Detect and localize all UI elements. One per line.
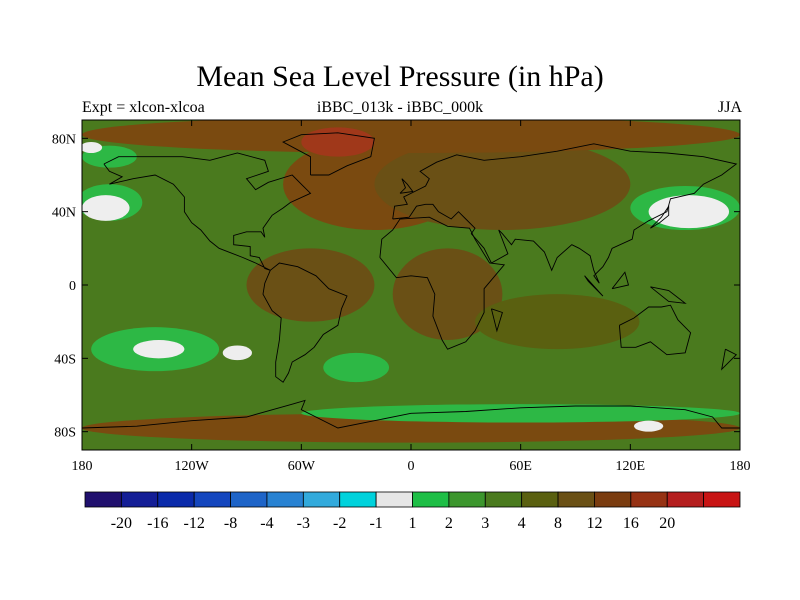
- coastline: [399, 178, 414, 194]
- colorbar-box: [84, 491, 122, 508]
- coastline: [103, 152, 312, 271]
- lat-tick-label: 80N: [52, 132, 76, 147]
- lat-tick-label: 40N: [52, 206, 76, 221]
- colorbar-box: [193, 491, 231, 508]
- lon-tick-label: 120E: [616, 459, 646, 474]
- colorbar-box: [157, 491, 195, 508]
- colorbar-box: [302, 491, 341, 508]
- colorbar-box: [448, 491, 486, 508]
- region-arctic-high: [82, 120, 740, 153]
- lat-tick-label: 80S: [54, 426, 76, 441]
- colorbar-label: -20: [111, 515, 132, 532]
- colorbar-box: [339, 491, 377, 508]
- coastline: [611, 271, 630, 290]
- season-label: JJA: [717, 99, 742, 116]
- colorbar-label: -4: [260, 515, 273, 532]
- longitude-axis: 180 120W 60W 0 60E 120E 180: [72, 120, 751, 474]
- colorbar-label: -3: [297, 515, 310, 532]
- coastline: [262, 262, 348, 383]
- coastline: [650, 286, 687, 304]
- colorbar-label: 20: [659, 515, 675, 532]
- colorbar-box: [412, 491, 450, 508]
- colorbar-box: [630, 491, 668, 508]
- region-south-atlantic-low: [323, 352, 390, 383]
- near-zero-patch: [222, 345, 252, 361]
- coastline: [379, 216, 506, 350]
- coastline: [618, 304, 692, 356]
- colorbar: -20 -16 -12 -8 -4 -3 -2 -1 1 2 3 4 8 12 16 20: [84, 491, 741, 532]
- colorbar-box: [230, 491, 268, 508]
- region-southern-ocean-low: [301, 404, 740, 423]
- colorbar-box: [375, 491, 413, 508]
- lat-tick-label: 0: [69, 279, 76, 294]
- colorbar-label: 4: [518, 515, 526, 532]
- coastlines: [82, 132, 740, 429]
- colorbar-box: [594, 491, 632, 508]
- coastline: [282, 132, 375, 176]
- near-zero-patch: [648, 195, 730, 229]
- colorbar-box: [521, 491, 559, 508]
- lon-tick-label: 60E: [509, 459, 532, 474]
- near-zero-patch: [133, 340, 185, 359]
- lat-tick-label: 40S: [54, 352, 76, 367]
- lon-tick-label: 0: [408, 459, 415, 474]
- colorbar-label: 2: [445, 515, 453, 532]
- lon-tick-label: 120W: [175, 459, 210, 474]
- region-greenland-peak: [301, 127, 375, 157]
- colorbar-label: 1: [409, 515, 417, 532]
- coastline: [650, 204, 670, 229]
- region-indian-ocean-belt: [474, 294, 640, 350]
- region-africa-belt: [392, 248, 503, 340]
- comparison-label: iBBC_013k - iBBC_000k: [316, 99, 484, 116]
- colorbar-box: [666, 491, 705, 508]
- latitude-axis: 80N 40N 0 40S 80S: [52, 132, 740, 441]
- colorbar-label: 3: [481, 515, 489, 532]
- colorbar-label: -16: [147, 515, 168, 532]
- plot-title: Mean Sea Level Pressure (in hPa): [196, 60, 604, 93]
- colorbar-label: -1: [369, 515, 382, 532]
- colorbar-box: [266, 491, 304, 508]
- colorbar-label: -8: [224, 515, 237, 532]
- lon-tick-label: 180: [72, 459, 93, 474]
- coastline: [584, 275, 604, 297]
- coastline: [720, 348, 738, 371]
- lon-tick-label: 60W: [288, 459, 316, 474]
- near-zero-patch: [82, 142, 103, 153]
- pressure-field: [82, 120, 740, 450]
- colorbar-label: -12: [184, 515, 205, 532]
- lon-tick-label: 180: [730, 459, 751, 474]
- colorbar-box: [703, 491, 741, 508]
- near-zero-patch: [633, 420, 664, 432]
- colorbar-label: -2: [333, 515, 346, 532]
- colorbar-label: 8: [554, 515, 562, 532]
- experiment-label: Expt = xlcon-xlcoa: [82, 99, 205, 116]
- coastline: [392, 143, 738, 284]
- colorbar-label: 12: [586, 515, 602, 532]
- colorbar-box: [484, 491, 523, 508]
- region-south-america-belt: [246, 248, 375, 322]
- coastline: [490, 308, 503, 333]
- coastline: [82, 399, 740, 429]
- colorbar-box: [120, 491, 159, 508]
- colorbar-box: [557, 491, 595, 508]
- near-zero-patch: [82, 195, 130, 221]
- colorbar-label: 16: [623, 515, 639, 532]
